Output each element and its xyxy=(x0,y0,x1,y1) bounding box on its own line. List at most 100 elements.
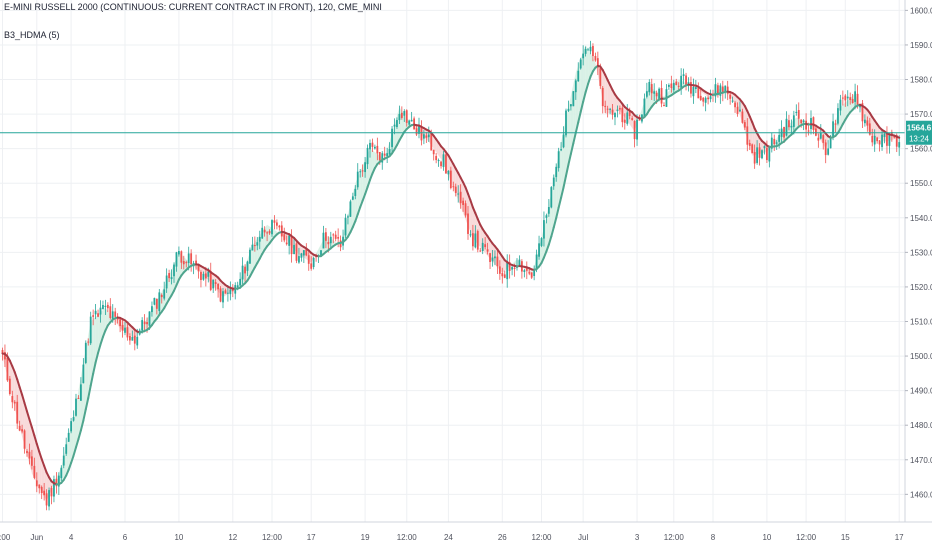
x-tick-label: 12:00 xyxy=(664,533,685,542)
candle-body xyxy=(486,249,489,252)
ma-line-segment xyxy=(79,419,85,432)
candle-body xyxy=(751,144,754,154)
candle-body xyxy=(276,222,278,226)
candle-body xyxy=(200,272,202,281)
candle-body xyxy=(748,142,751,146)
candle-body xyxy=(883,133,886,138)
candle-body xyxy=(227,292,229,294)
candle-body xyxy=(491,257,494,262)
candle-body xyxy=(775,142,778,144)
y-tick-label: 1560.0 xyxy=(910,145,932,154)
candle-body xyxy=(273,220,276,223)
candle-body xyxy=(832,121,834,137)
candle-body xyxy=(38,484,41,489)
candle-body xyxy=(168,273,170,279)
y-tick-label: 1530.0 xyxy=(910,248,932,257)
candle-body xyxy=(589,46,592,52)
ma-line-segment xyxy=(572,131,577,145)
ma-line-segment xyxy=(359,199,364,209)
candle-body xyxy=(570,104,572,107)
y-tick-label: 1490.0 xyxy=(910,387,932,396)
candle-body xyxy=(55,478,58,487)
candle-body xyxy=(214,282,217,284)
x-tick-label: 3 xyxy=(635,533,640,542)
candle-body xyxy=(246,261,249,271)
candle-body xyxy=(467,213,469,234)
x-tick-label: Jun xyxy=(30,533,43,542)
ma-line-segment xyxy=(364,186,369,196)
candle-body xyxy=(124,327,126,333)
x-tick-label: 2:00 xyxy=(0,533,11,542)
candle-body xyxy=(104,305,107,307)
candle-body xyxy=(868,123,871,135)
candle-body xyxy=(574,80,577,93)
candle-body xyxy=(209,270,212,290)
candle-body xyxy=(824,142,827,156)
candle-body xyxy=(251,244,254,251)
candle-body xyxy=(151,306,153,313)
candle-body xyxy=(628,110,631,116)
candle-body xyxy=(802,120,805,122)
y-tick-label: 1570.0 xyxy=(910,110,932,119)
ma-fill-segment xyxy=(514,259,517,267)
ma-line-segment xyxy=(8,359,14,368)
candle-body xyxy=(366,147,369,165)
candle-body xyxy=(508,262,511,271)
candle-body xyxy=(283,234,286,241)
candle-body xyxy=(288,235,291,246)
candle-body xyxy=(334,234,337,239)
candle-body xyxy=(141,320,144,331)
ma-line-segment xyxy=(366,178,371,189)
candle-body xyxy=(400,112,403,118)
candle-body xyxy=(143,321,146,325)
last-price-label: 1564.6 xyxy=(907,124,932,133)
candle-body xyxy=(271,220,273,235)
candle-body xyxy=(543,220,545,239)
candle-body xyxy=(369,142,371,150)
candle-body xyxy=(645,91,648,97)
candle-body xyxy=(23,430,26,449)
candle-body xyxy=(584,48,587,54)
candle-body xyxy=(582,53,585,59)
candle-body xyxy=(45,493,48,506)
countdown-label: 13:24 xyxy=(909,135,930,144)
candle-body xyxy=(494,256,496,259)
candle-body xyxy=(300,253,303,258)
candle-body xyxy=(351,196,354,200)
candle-body xyxy=(440,161,442,167)
candle-body xyxy=(535,254,538,269)
ma-line-segment xyxy=(28,418,33,429)
candle-body xyxy=(550,187,553,208)
candle-body xyxy=(163,289,166,299)
candle-body xyxy=(165,275,168,289)
candle-body xyxy=(268,231,271,234)
candle-body xyxy=(741,111,744,123)
candle-body xyxy=(1,350,4,354)
candle-body xyxy=(364,162,366,173)
symbol-title: E-MINI RUSSELL 2000 (CONTINUOUS: CURRENT… xyxy=(4,2,382,12)
ma-line-segment xyxy=(567,152,572,166)
candle-body xyxy=(425,135,428,138)
candle-body xyxy=(50,487,53,497)
ma-line-segment xyxy=(101,329,107,338)
ma-line-segment xyxy=(552,216,558,229)
candle-body xyxy=(797,110,800,119)
ma-fill-segment xyxy=(815,125,819,137)
candle-body xyxy=(489,253,491,263)
ma-line-segment xyxy=(33,434,38,445)
candle-body xyxy=(111,311,114,320)
candle-body xyxy=(805,120,807,130)
ma-fill-segment xyxy=(355,177,358,222)
candle-body xyxy=(33,465,36,478)
y-tick-label: 1500.0 xyxy=(910,352,932,361)
ma-line-segment xyxy=(584,82,590,94)
y-tick-label: 1510.0 xyxy=(910,317,932,326)
candle-body xyxy=(692,86,695,97)
ma-line-segment xyxy=(361,193,367,202)
candle-body xyxy=(707,97,709,100)
candle-body xyxy=(631,118,634,120)
candle-body xyxy=(48,490,50,507)
x-tick-label: 12:00 xyxy=(531,533,552,542)
x-tick-label: 15 xyxy=(841,533,850,542)
candle-body xyxy=(476,231,479,250)
